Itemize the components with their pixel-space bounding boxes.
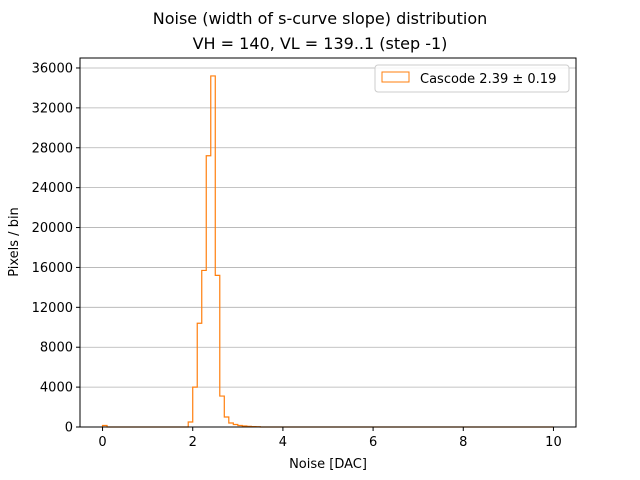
y-tick-label: 28000 — [32, 141, 73, 156]
histogram-bin — [229, 423, 234, 427]
chart-subtitle: VH = 140, VL = 139..1 (step -1) — [193, 34, 448, 53]
y-axis-ticks: 0 4000 8000 12000 16000 20000 24000 28000 32000 3… — [32, 61, 80, 436]
y-tick-label: 4000 — [40, 381, 73, 396]
histogram-bin — [224, 417, 229, 427]
y-tick-label: 12000 — [32, 301, 73, 316]
x-axis-ticks: 0 2 4 6 8 10 — [98, 427, 562, 450]
chart-title: Noise (width of s-curve slope) distribut… — [153, 9, 488, 28]
histogram-bin — [188, 422, 193, 427]
x-tick-label: 10 — [545, 435, 562, 450]
histogram-bin — [215, 275, 220, 427]
y-tick-label: 24000 — [32, 181, 73, 196]
plot-frame — [79, 57, 577, 428]
histogram-bin — [220, 396, 225, 427]
x-tick-label: 8 — [459, 435, 467, 450]
x-axis-label: Noise [DAC] — [289, 457, 367, 472]
histogram-bin — [193, 387, 198, 427]
y-axis-label: Pixels / bin — [7, 207, 22, 277]
x-tick-label: 6 — [369, 435, 377, 450]
y-tick-label: 20000 — [32, 221, 73, 236]
histogram-bin — [211, 76, 216, 427]
legend-label-cascode: Cascode 2.39 ± 0.19 — [420, 72, 556, 87]
y-tick-label: 32000 — [32, 101, 73, 116]
legend-swatch-cascode — [381, 71, 410, 83]
legend: Cascode 2.39 ± 0.19 — [374, 64, 570, 93]
histogram-bin — [197, 323, 202, 427]
x-tick-label: 0 — [98, 435, 106, 450]
y-tick-label: 8000 — [40, 341, 73, 356]
histogram-bin — [202, 270, 207, 427]
x-tick-label: 2 — [189, 435, 197, 450]
y-tick-label: 36000 — [32, 61, 73, 76]
x-tick-label: 4 — [279, 435, 287, 450]
legend-box — [374, 64, 570, 93]
histogram-bin — [206, 156, 211, 427]
y-tick-label: 0 — [65, 421, 73, 436]
y-tick-label: 16000 — [32, 261, 73, 276]
